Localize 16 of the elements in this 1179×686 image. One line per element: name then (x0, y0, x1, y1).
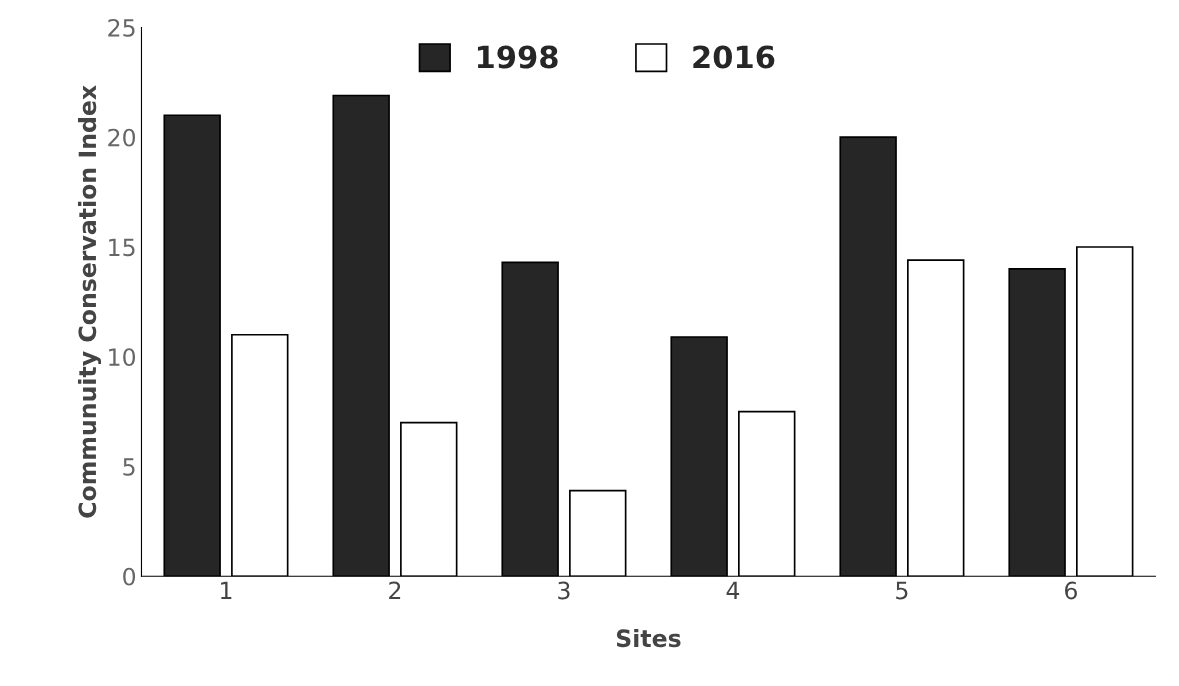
x-tick-label: 6 (1065, 581, 1077, 600)
x-tick-label: 1 (221, 581, 232, 600)
x-axis-title: Sites (616, 628, 681, 648)
legend-label: 2016 (693, 45, 775, 69)
y-tick-label: 15 (109, 238, 135, 257)
legend-label: 1998 (477, 45, 558, 69)
y-tick-label: 20 (108, 128, 136, 147)
y-axis-title: Communuity Conservation Index (77, 85, 102, 518)
x-tick-label: 4 (726, 581, 740, 600)
y-tick-label: 5 (123, 458, 135, 476)
y-tick-label: 10 (109, 348, 136, 367)
y-tick-label: 25 (108, 18, 135, 37)
x-tick-label: 3 (558, 581, 570, 600)
x-tick-label: 2 (389, 581, 401, 600)
x-tick-label: 5 (896, 581, 908, 600)
y-tick-label: 0 (123, 567, 136, 586)
